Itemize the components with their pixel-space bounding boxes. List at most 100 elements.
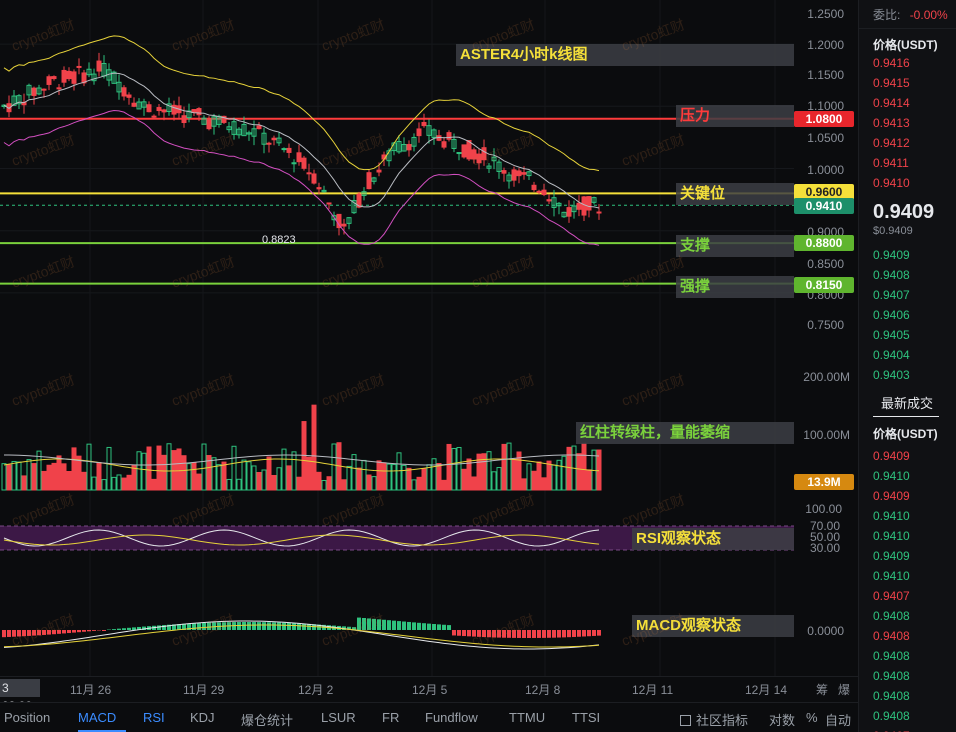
candlestick-chart[interactable] [0, 0, 858, 676]
trade-price: 0.9407 [873, 729, 910, 732]
volume-bar [221, 461, 227, 491]
macd-histogram-bar [32, 630, 36, 636]
indicator-ttmu[interactable]: TTMU [509, 710, 546, 725]
macd-histogram-bar [502, 630, 506, 638]
volume-bar [441, 479, 447, 491]
volume-bar [401, 464, 407, 491]
indicator-lsur[interactable]: LSUR [321, 710, 356, 725]
volume-bar [326, 476, 332, 491]
chart-area[interactable]: 1.25001.20001.15001.10001.05001.00000.95… [0, 0, 858, 702]
bid-price[interactable]: 0.9409 [873, 248, 910, 262]
auto-scale-toggle[interactable]: 自动 [825, 713, 852, 728]
candle-body [471, 149, 477, 160]
volume-bar [386, 463, 392, 491]
candle-body [166, 103, 172, 113]
ask-price[interactable]: 0.9410 [873, 176, 910, 190]
candle-body [546, 199, 552, 202]
macd-histogram-bar [492, 630, 496, 638]
macd-histogram-bar [527, 630, 531, 638]
volume-bar [291, 451, 297, 491]
bid-price[interactable]: 0.9405 [873, 328, 910, 342]
volume-bar [216, 464, 222, 491]
bid-price[interactable]: 0.9407 [873, 288, 910, 302]
volume-bar [306, 456, 312, 491]
ask-price[interactable]: 0.9416 [873, 56, 910, 70]
order-ratio-label: 委比: [873, 8, 901, 22]
macd-histogram-bar [472, 630, 476, 637]
rsi-ma-line [3, 534, 600, 546]
ask-price[interactable]: 0.9412 [873, 136, 910, 150]
trade-price: 0.9408 [873, 709, 910, 723]
indicator-rsi[interactable]: RSI [143, 710, 165, 725]
volume-bar [596, 449, 602, 491]
indicator-position[interactable]: Position [4, 710, 51, 725]
candle-body [411, 136, 417, 147]
candle-body [456, 152, 462, 155]
macd-histogram-bar [392, 620, 396, 630]
rsi-axis-50: 50.00 [809, 530, 840, 544]
indicator-liquidation[interactable]: 爆仓统计 [241, 713, 294, 728]
volume-bar [106, 446, 112, 491]
bid-price[interactable]: 0.9404 [873, 348, 910, 362]
recent-trades-title[interactable]: 最新成交 [881, 396, 934, 411]
macd-histogram-bar [362, 617, 366, 630]
bid-price[interactable]: 0.9406 [873, 308, 910, 322]
indicator-kdj[interactable]: KDJ [190, 710, 215, 725]
chip-toggle[interactable]: 筹 [816, 683, 829, 697]
volume-bar [16, 461, 22, 491]
ask-price[interactable]: 0.9413 [873, 116, 910, 130]
indicator-macd[interactable]: MACD [78, 710, 117, 725]
volume-axis-mid: 100.00M [803, 428, 850, 442]
candle-body [151, 115, 157, 118]
trade-price: 0.9409 [873, 549, 910, 563]
volume-bar [266, 456, 272, 491]
bid-price[interactable]: 0.9408 [873, 268, 910, 282]
ask-price[interactable]: 0.9411 [873, 156, 909, 170]
liquidation-toggle[interactable]: 爆 [838, 683, 851, 697]
candle-body [326, 202, 332, 205]
volume-bar [536, 461, 542, 491]
candle-body [451, 138, 457, 149]
trades-title-underline [873, 416, 939, 417]
candle-body [236, 128, 242, 136]
price-axis-label: 1.0000 [807, 163, 844, 177]
volume-bar [101, 479, 107, 491]
macd-histogram-bar [92, 630, 96, 631]
volume-bar [116, 474, 122, 491]
indicator-fundflow[interactable]: Fundflow [425, 710, 478, 725]
volume-bar [366, 474, 372, 491]
candle-body [131, 102, 137, 107]
order-ratio-value: -0.00% [909, 8, 948, 22]
volume-bar [586, 469, 592, 491]
volume-bar [456, 446, 462, 491]
candle-body [336, 213, 342, 229]
macd-histogram-bar [357, 617, 361, 630]
percent-scale-toggle[interactable]: % [806, 710, 818, 725]
log-scale-toggle[interactable]: 对数 [769, 713, 796, 728]
indicator-fr[interactable]: FR [382, 710, 400, 725]
volume-bar [196, 473, 202, 491]
volume-bar [426, 464, 432, 491]
volume-bar [231, 445, 237, 491]
ask-price[interactable]: 0.9414 [873, 96, 910, 110]
community-indicator-button[interactable]: 社区指标 [680, 710, 748, 729]
macd-annotation: MACD观察状态 [632, 615, 794, 637]
bid-price[interactable]: 0.9403 [873, 368, 910, 382]
volume-bar [546, 460, 552, 491]
candle-body [541, 189, 547, 196]
macd-histogram-bar [67, 630, 71, 634]
candle-body [341, 223, 347, 227]
candle-body [41, 88, 47, 91]
volume-bar [556, 459, 562, 491]
candle-body [196, 108, 202, 116]
ask-price[interactable]: 0.9415 [873, 76, 910, 90]
volume-bar [461, 468, 467, 491]
volume-bar [161, 454, 167, 491]
candle-body [466, 140, 472, 160]
macd-histogram-bar [347, 626, 351, 630]
volume-bar [156, 445, 162, 491]
macd-histogram-bar [297, 623, 301, 630]
indicator-ttsi[interactable]: TTSI [572, 710, 601, 725]
price-axis-label: 1.2500 [807, 7, 844, 21]
volume-bar [241, 459, 247, 491]
